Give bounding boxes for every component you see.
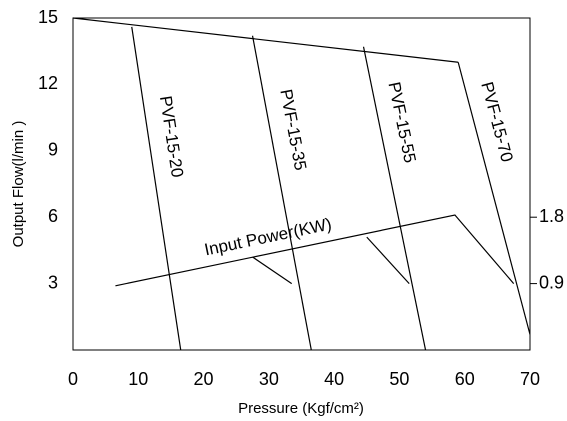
y-tick-label: 6 [48,206,58,226]
x-tick-label: 0 [68,369,78,389]
series-line [362,46,427,351]
series-label: Input Power(KW) [203,214,334,259]
y-tick-label: 3 [48,272,58,292]
y2-tick-label: 1.8 [539,206,564,226]
series-label: PVF-15-70 [477,80,516,164]
x-tick-label: 10 [128,369,148,389]
series-line [72,17,459,63]
x-tick-label: 60 [455,369,475,389]
series-line [115,214,515,287]
x-axis-label: Pressure (Kgf/cm²) [238,400,364,417]
series-line [457,62,531,335]
x-tick-label: 50 [389,369,409,389]
series-line [251,35,312,351]
series-label: PVF-15-55 [384,80,419,164]
y2-tick-label: 0.9 [539,272,564,292]
x-tick-label: 70 [520,369,540,389]
x-tick-label: 30 [259,369,279,389]
y-tick-label: 9 [48,140,58,160]
series-line [131,26,182,351]
series-label: PVF-15-35 [276,88,310,172]
y-tick-label: 15 [38,7,58,27]
series-label: PVF-15-20 [156,95,187,179]
y-tick-label: 12 [38,73,58,93]
series-line [366,236,410,285]
plot-frame [72,17,531,351]
y-axis-label: Output Flow(l/min ) [10,121,27,248]
x-tick-label: 40 [324,369,344,389]
x-tick-label: 20 [194,369,214,389]
series-line [252,256,293,285]
